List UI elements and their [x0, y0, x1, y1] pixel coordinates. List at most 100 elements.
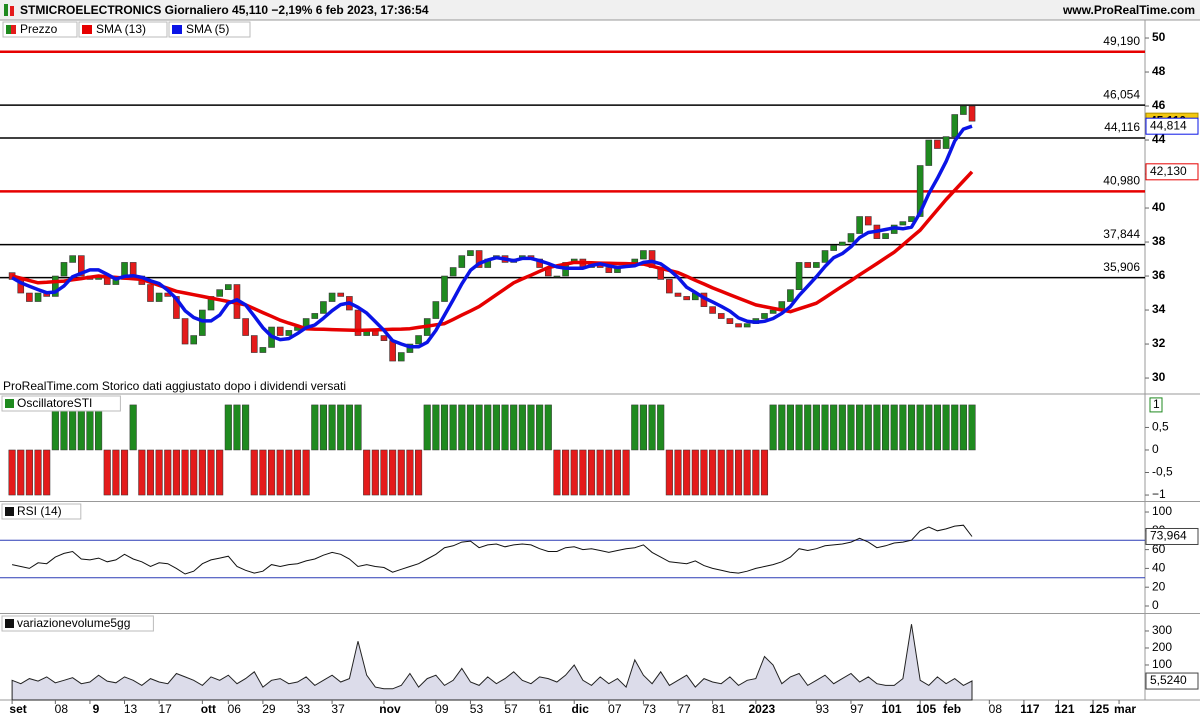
- bar: [847, 404, 855, 451]
- panel-title-swatch: [5, 399, 14, 408]
- bar: [596, 449, 604, 496]
- bar: [51, 404, 59, 451]
- x-tick-label: 97: [850, 702, 864, 716]
- y-tick-label: 30: [1152, 370, 1166, 384]
- candle: [216, 289, 223, 297]
- last-value-label: 5,5240: [1150, 673, 1187, 687]
- sma-line: [11, 170, 974, 333]
- x-tick-label: 57: [504, 702, 518, 716]
- candle: [925, 139, 933, 166]
- bar: [717, 449, 725, 496]
- bar: [120, 449, 129, 496]
- bar: [233, 404, 241, 451]
- bar: [164, 449, 172, 496]
- bar: [380, 449, 388, 496]
- candle: [337, 292, 345, 297]
- bar: [587, 449, 596, 496]
- candle: [181, 318, 189, 345]
- header-icon: [4, 4, 8, 16]
- candle: [683, 296, 690, 301]
- candle: [743, 323, 751, 328]
- bar: [172, 449, 180, 496]
- bar: [34, 449, 42, 496]
- x-tick-label: 9: [93, 702, 100, 716]
- candle: [856, 216, 863, 234]
- candle: [250, 335, 258, 353]
- bar: [933, 404, 941, 451]
- bar: [674, 449, 682, 496]
- bar: [77, 404, 85, 451]
- candle: [951, 114, 959, 137]
- bar: [475, 404, 483, 451]
- candle: [821, 250, 829, 263]
- y-tick-label: 32: [1152, 336, 1166, 350]
- level-label: 46,054: [1103, 87, 1140, 101]
- y-tick-label: 50: [1152, 30, 1166, 44]
- legend-box: [168, 21, 251, 38]
- candle: [666, 279, 673, 294]
- bar: [207, 449, 215, 496]
- legend-box: [2, 21, 78, 38]
- candle: [242, 318, 249, 336]
- x-tick-label: 77: [677, 702, 691, 716]
- x-tick-label: 37: [331, 702, 345, 716]
- bar: [397, 449, 405, 496]
- x-tick-label: dic: [572, 702, 590, 716]
- bar: [838, 404, 846, 451]
- legend-label: Prezzo: [20, 22, 58, 36]
- candle: [882, 233, 889, 239]
- bar: [700, 449, 708, 496]
- note: ProRealTime.com Storico dati aggiustato …: [3, 379, 346, 393]
- bar: [734, 449, 743, 496]
- legend-swatch: [11, 25, 16, 34]
- bar: [415, 449, 423, 496]
- bar: [536, 404, 544, 451]
- last-value-box: [1145, 163, 1199, 181]
- candle: [640, 250, 647, 260]
- y-tick-label: 48: [1152, 64, 1166, 78]
- bar: [553, 449, 561, 496]
- x-tick-label: 09: [435, 702, 449, 716]
- bar: [709, 449, 717, 496]
- bar: [726, 449, 734, 496]
- candle: [726, 318, 734, 324]
- bar: [951, 404, 959, 451]
- bar: [363, 449, 371, 496]
- source[interactable]: www.ProRealTime.com: [1062, 3, 1195, 17]
- last-value-box: [1145, 117, 1199, 135]
- x-tick-label: 81: [712, 702, 726, 716]
- bar: [466, 404, 475, 451]
- y-tick-label: 40: [1152, 200, 1166, 214]
- candle: [605, 267, 613, 273]
- candle: [311, 313, 319, 319]
- x-tick-label: feb: [943, 702, 961, 716]
- rsi-line: [11, 524, 973, 575]
- bar: [8, 449, 16, 496]
- bar: [760, 449, 769, 496]
- last-value-label: 73,964: [1150, 529, 1187, 543]
- y-tick-label: 0: [1152, 598, 1159, 612]
- candle: [77, 255, 85, 277]
- y-tick-label: 300: [1152, 623, 1172, 637]
- bar: [423, 404, 431, 451]
- bar: [959, 404, 967, 451]
- last-value-box: [1145, 672, 1199, 690]
- y-tick-label: 20: [1152, 579, 1166, 593]
- bar: [562, 449, 570, 496]
- bar: [69, 404, 77, 451]
- bar: [216, 449, 224, 496]
- bar: [276, 449, 284, 496]
- x-tick-label: set: [9, 702, 26, 716]
- candle: [190, 335, 198, 345]
- bar: [899, 404, 907, 451]
- x-tick-label: 06: [228, 702, 242, 716]
- bar: [86, 404, 94, 451]
- legend-box: [78, 21, 168, 38]
- chart-title: STMICROELECTRONICS Giornaliero 45,110 −2…: [20, 3, 429, 17]
- candle: [864, 216, 872, 226]
- candle: [631, 258, 639, 263]
- bar: [579, 449, 587, 496]
- bar: [648, 404, 656, 451]
- bar: [440, 404, 449, 451]
